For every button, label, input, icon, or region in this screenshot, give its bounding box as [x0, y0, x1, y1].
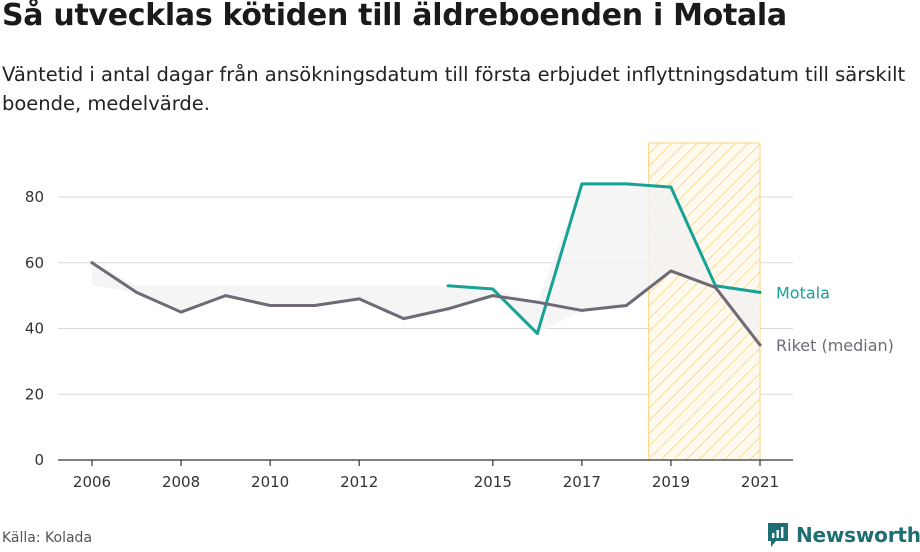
data-point-motala-2015 [491, 287, 495, 291]
source-note: Källa: Kolada [2, 530, 93, 546]
data-point-riket-median-2009 [224, 294, 228, 298]
x-tick-label-2019: 2019 [652, 473, 690, 491]
y-tick-label-60: 60 [25, 254, 44, 272]
series-label-motala: Motala [776, 283, 830, 302]
chart-title: Så utvecklas kötiden till äldreboenden i… [2, 0, 787, 33]
y-tick-label-20: 20 [25, 385, 44, 403]
data-point-riket-median-2015 [491, 294, 495, 298]
data-point-riket-median-2006 [90, 261, 94, 265]
data-point-riket-median-2008 [179, 310, 183, 314]
x-tick-label-2006: 2006 [73, 473, 111, 491]
x-tick-label-2021: 2021 [741, 473, 779, 491]
difference-area [92, 183, 760, 345]
data-point-motala-2019 [669, 185, 673, 189]
data-point-riket-median-2012 [357, 297, 361, 301]
data-point-motala-2016 [535, 331, 539, 335]
data-point-riket-median-2007 [135, 290, 139, 294]
x-tick-label-2012: 2012 [340, 473, 378, 491]
y-tick-label-80: 80 [25, 188, 44, 206]
data-point-motala-2017 [580, 182, 584, 186]
data-point-riket-median-2020 [713, 285, 717, 289]
x-tick-label-2017: 2017 [563, 473, 601, 491]
y-tick-label-40: 40 [25, 320, 44, 338]
data-point-riket-median-2021 [758, 343, 762, 347]
data-point-riket-median-2017 [580, 308, 584, 312]
brand-logo: Newsworthy [766, 520, 920, 550]
x-tick-label-2010: 2010 [251, 473, 289, 491]
newsworthy-logo-icon [768, 523, 788, 547]
data-point-riket-median-2019 [669, 269, 673, 273]
chart-subtitle: Väntetid i antal dagar från ansökningsda… [2, 63, 906, 115]
data-point-motala-2018 [624, 182, 628, 186]
data-point-riket-median-2013 [402, 317, 406, 321]
data-point-riket-median-2011 [313, 303, 317, 307]
data-point-motala-2014 [446, 284, 450, 288]
series-line-riket-median [90, 261, 762, 347]
data-point-riket-median-2014 [446, 307, 450, 311]
data-point-riket-median-2016 [535, 300, 539, 304]
series-label-riket-median: Riket (median) [776, 336, 894, 355]
y-tick-label-0: 0 [34, 451, 44, 469]
data-point-motala-2021 [758, 290, 762, 294]
x-tick-label-2008: 2008 [162, 473, 200, 491]
x-tick-label-2015: 2015 [474, 473, 512, 491]
brand-name: Newsworthy [796, 523, 920, 547]
data-point-riket-median-2010 [268, 303, 272, 307]
data-point-riket-median-2018 [624, 303, 628, 307]
